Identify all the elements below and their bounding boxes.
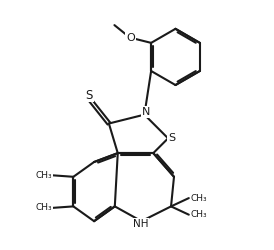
Text: S: S bbox=[85, 88, 93, 102]
Text: S: S bbox=[168, 133, 175, 143]
Text: CH₃: CH₃ bbox=[35, 203, 52, 212]
Text: CH₃: CH₃ bbox=[191, 210, 207, 219]
Text: NH: NH bbox=[133, 219, 149, 229]
Text: CH₃: CH₃ bbox=[191, 194, 207, 202]
Text: O: O bbox=[126, 32, 135, 42]
Text: CH₃: CH₃ bbox=[35, 171, 52, 180]
Text: N: N bbox=[142, 107, 150, 117]
